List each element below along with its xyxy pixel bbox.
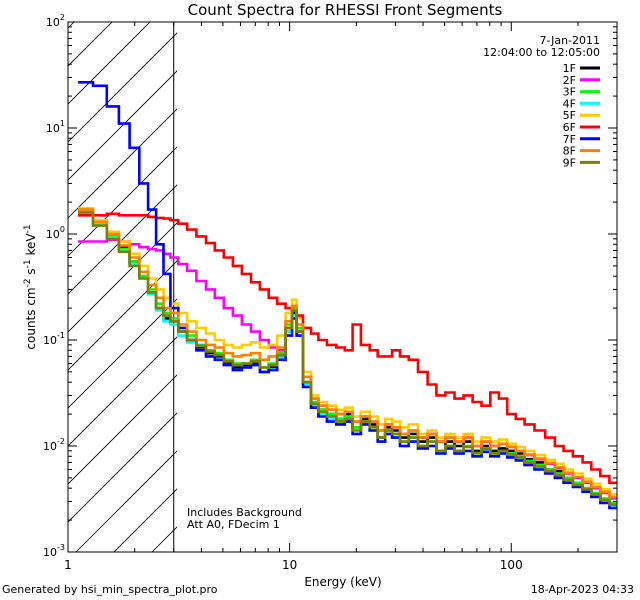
series-line-9F (78, 211, 617, 506)
y-tick-base: 10 (46, 228, 60, 241)
y-tick-exponent: 2 (60, 13, 65, 22)
y-tick-base: 10 (43, 546, 57, 559)
observation-time-range: 12:04:00 to 12:05:00 (483, 46, 600, 59)
legend-label: 8F (563, 145, 576, 158)
legend-label: 1F (563, 62, 576, 75)
x-tick-label: 1 (64, 558, 72, 572)
annotation-background: Includes Background (187, 506, 302, 519)
y-tick-exponent: 1 (60, 119, 65, 128)
y-axis-label-sup: -2 (23, 278, 33, 287)
hatch-line (68, 222, 177, 333)
legend-label: 6F (563, 121, 576, 134)
y-tick-label: 10-3 (43, 543, 65, 559)
hatch-line (68, 412, 177, 523)
legend-label: 9F (563, 156, 576, 169)
y-tick-exponent: -2 (57, 437, 65, 446)
hatch-line (68, 184, 177, 295)
hatch-line (68, 146, 177, 257)
series-line-6F (78, 212, 617, 485)
y-tick-exponent: -3 (57, 543, 65, 552)
y-axis-label-part: s (24, 268, 38, 278)
y-tick-label: 10-1 (43, 331, 65, 347)
hatch-line (68, 22, 113, 67)
chart-title: Count Spectra for RHESSI Front Segments (188, 1, 503, 19)
y-axis-label: counts cm-2 s-1 keV-1 (23, 224, 38, 349)
y-tick-base: 10 (46, 122, 60, 135)
y-axis-label-sup: -1 (23, 224, 33, 233)
legend-label: 3F (563, 86, 576, 99)
series-line-8F (78, 208, 617, 499)
x-axis-label: Energy (keV) (304, 575, 381, 589)
x-tick-label: 10 (282, 558, 297, 572)
y-tick-base: 10 (46, 16, 60, 29)
legend-label: 7F (563, 133, 576, 146)
y-tick-exponent: -1 (57, 331, 65, 340)
legend-label: 5F (563, 109, 576, 122)
y-tick-exponent: 0 (60, 225, 65, 234)
x-tick-label: 100 (500, 558, 523, 572)
hatch-line (75, 450, 177, 552)
y-tick-label: 100 (46, 225, 65, 241)
y-tick-base: 10 (43, 334, 57, 347)
hatched-region (68, 22, 177, 552)
y-tick-base: 10 (43, 440, 57, 453)
y-axis-label-part: counts cm (24, 287, 38, 349)
hatch-line (68, 32, 177, 143)
generated-timestamp: 18-Apr-2023 04:33 (530, 583, 634, 596)
y-tick-label: 102 (46, 13, 65, 29)
series-line-5F (78, 206, 617, 496)
y-tick-label: 101 (46, 119, 65, 135)
hatch-line (68, 22, 151, 105)
y-axis-label-part: keV (24, 233, 38, 260)
series-lines (78, 81, 617, 510)
observation-date: 7-Jan-2011 (540, 34, 601, 47)
legend-label: 4F (563, 97, 576, 110)
hatch-line (68, 374, 177, 485)
legend-label: 2F (563, 74, 576, 87)
series-line-7F (78, 81, 617, 510)
y-axis-label-sup: -1 (23, 259, 33, 268)
y-tick-label: 10-2 (43, 437, 65, 453)
annotation-attenuator: Att A0, FDecim 1 (187, 518, 280, 531)
generated-by-note: Generated by hsi_min_spectra_plot.pro (2, 583, 218, 596)
plot-frame (67, 21, 618, 553)
